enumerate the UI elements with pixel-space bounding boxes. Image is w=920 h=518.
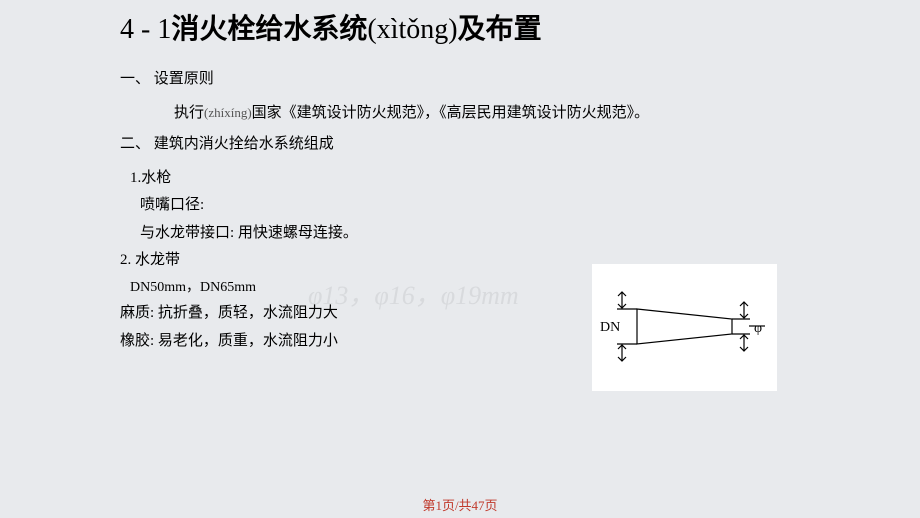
s2-item1-line1: 喷嘴口径: (120, 193, 800, 219)
page-indicator: 第1页/共47页 (0, 495, 920, 514)
s1-pinyin: (zhíxíng) (204, 105, 252, 120)
document-area: 4 - 1消火栓给水系统(xìtǒng)及布置 一、 设置原则 执行(zhíxí… (0, 0, 920, 354)
s2-item2-line2: 麻质: 抗折叠，质轻，水流阻力大 (120, 301, 800, 327)
title-main-before: 消火栓给水系统 (171, 14, 367, 45)
page-title: 4 - 1消火栓给水系统(xìtǒng)及布置 (120, 10, 800, 49)
s1-prefix: 执行 (140, 105, 204, 121)
s2-item1-line2: 与水龙带接口: 用快速螺母连接。 (120, 221, 800, 247)
section-1-heading: 一、 设置原则 (120, 67, 800, 93)
title-main-after: 及布置 (458, 14, 542, 45)
s1-rest: 国家《建筑设计防火规范》，《高层民用建筑设计防火规范》。 (252, 105, 650, 121)
title-prefix: 4 - 1 (120, 14, 171, 45)
section-2-heading: 二、 建筑内消火拴给水系统组成 (120, 132, 800, 158)
s2-item2-label: 2. 水龙带 (120, 248, 800, 274)
section-1-body: 执行(zhíxíng)国家《建筑设计防火规范》，《高层民用建筑设计防火规范》。 (120, 101, 800, 127)
s2-item2-line3: 橡胶: 易老化，质重，水流阻力小 (120, 329, 800, 355)
title-pinyin: (xìtǒng) (367, 14, 457, 45)
s2-item2-line1: DN50mm，DN65mm (120, 276, 800, 300)
s2-item1-label: 1.水枪 (120, 166, 800, 192)
